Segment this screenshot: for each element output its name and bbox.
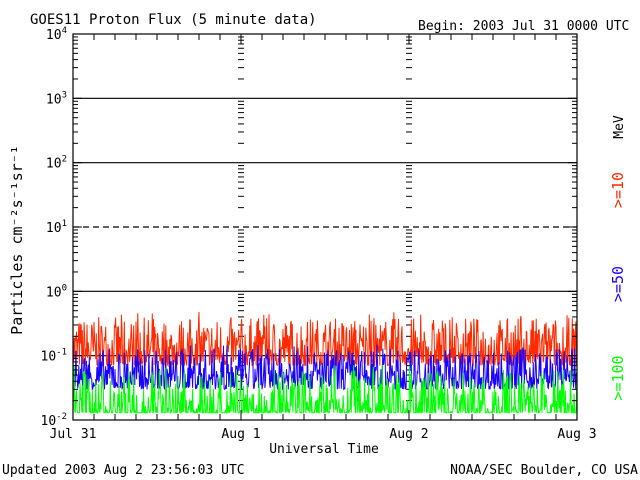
plot-axes	[72, 33, 578, 421]
legend-unit-label: MeV	[612, 115, 627, 139]
x-tick-label: Aug 1	[221, 427, 260, 442]
x-tick-label: Aug 3	[557, 427, 596, 442]
y-axis-label: Particles cm⁻²s⁻¹sr⁻¹	[8, 145, 26, 335]
x-tick-labels: Jul 31 Aug 1 Aug 2 Aug 3	[50, 427, 597, 442]
legend-label->=50: >=50	[609, 266, 627, 302]
x-tick-label: Jul 31	[50, 427, 97, 442]
y-tick-labels: 104 103 102 101 100 10-1 10-2	[41, 26, 68, 429]
legend-label->=10: >=10	[609, 172, 627, 208]
x-tick-label: Aug 2	[389, 427, 428, 442]
x-axis-label: Universal Time	[269, 442, 379, 457]
y-tick-label: 103	[46, 90, 67, 107]
series-line->=50	[72, 344, 578, 391]
legend: MeV >=10 >=50 >=100	[609, 115, 627, 400]
y-tick-label: 100	[46, 283, 67, 300]
y-tick-label: 104	[46, 26, 67, 43]
y-tick-label: 10-1	[41, 348, 68, 365]
y-tick-label: 10-2	[41, 412, 68, 429]
source-label: NOAA/SEC Boulder, CO USA	[450, 463, 638, 478]
y-tick-label: 102	[46, 155, 67, 172]
series-layer	[72, 311, 578, 415]
updated-timestamp: Updated 2003 Aug 2 23:56:03 UTC	[2, 463, 245, 478]
begin-label: Begin: 2003 Jul 31 0000 UTC	[418, 19, 629, 34]
series-line->=100	[72, 363, 578, 415]
legend-label->=100: >=100	[609, 355, 627, 400]
y-tick-label: 101	[46, 219, 67, 236]
chart-title: GOES11 Proton Flux (5 minute data)	[30, 12, 317, 28]
